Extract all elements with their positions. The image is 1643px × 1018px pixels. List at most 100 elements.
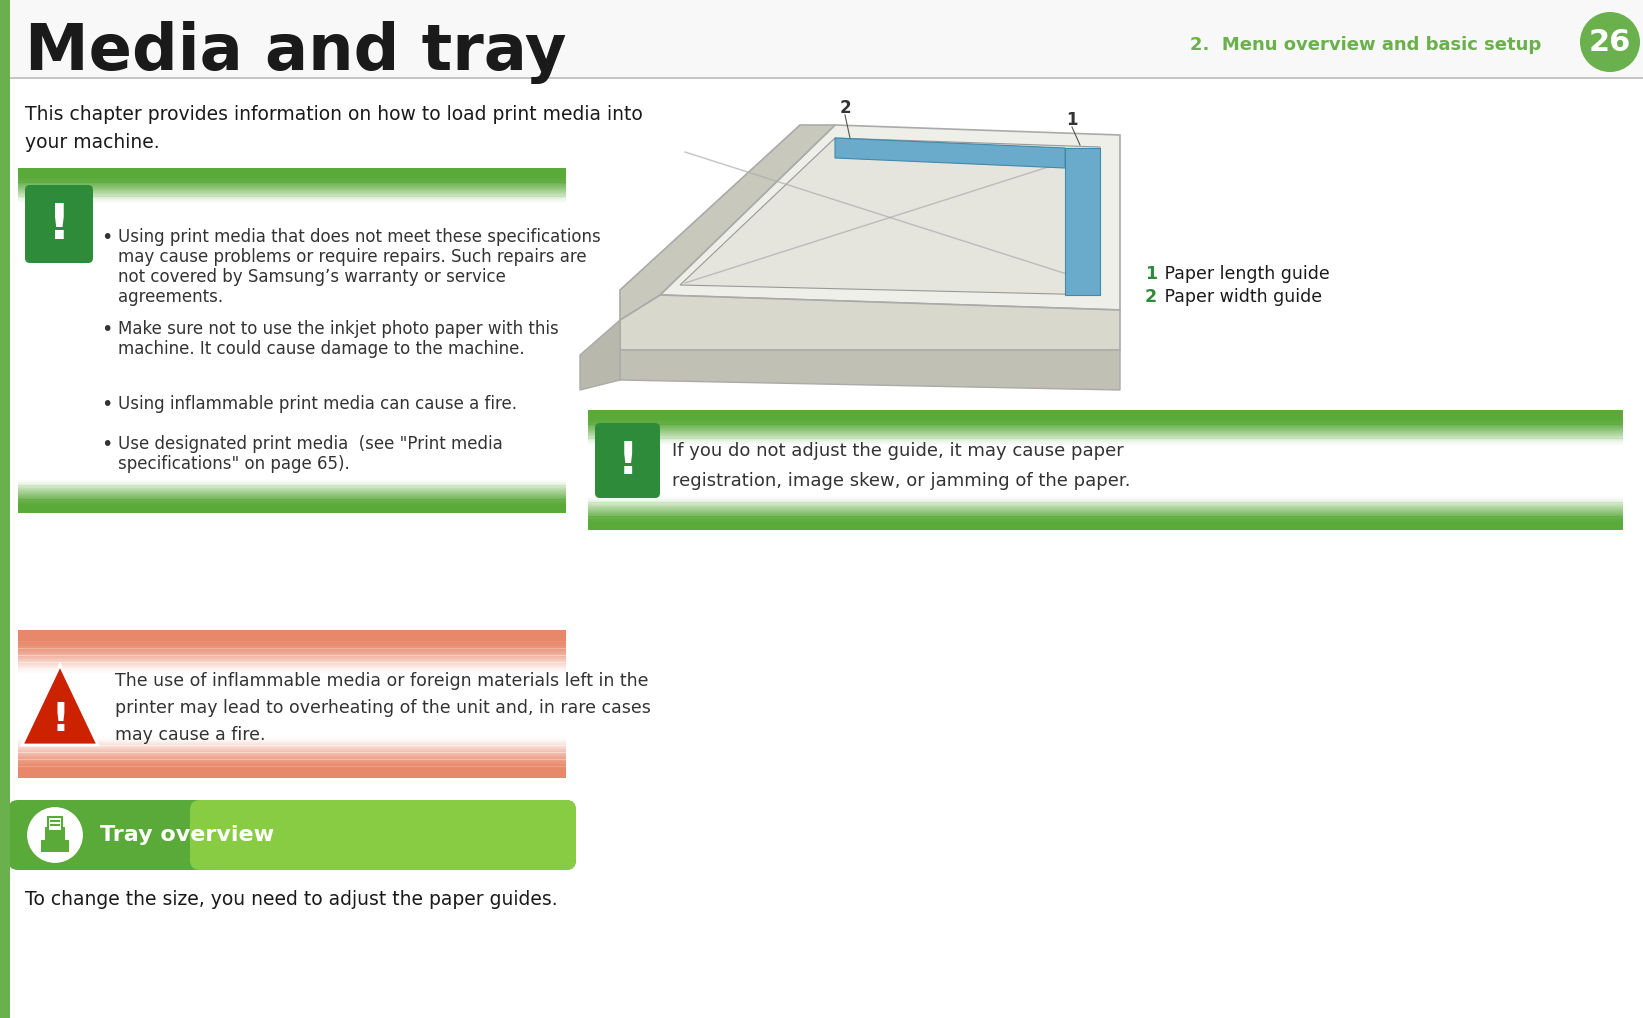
Bar (588, 500, 1623, 502)
Bar (18, 765, 565, 767)
Bar (588, 514, 1623, 515)
Bar (18, 478, 565, 479)
Text: Using print media that does not meet these specifications: Using print media that does not meet the… (118, 228, 601, 246)
Bar (18, 199, 565, 201)
Bar (18, 659, 565, 661)
Bar (588, 442, 1623, 444)
Bar (588, 519, 1623, 521)
Bar (588, 510, 1623, 512)
Bar (588, 504, 1623, 506)
Bar (18, 500, 565, 502)
Bar (18, 176, 565, 178)
Bar (18, 769, 565, 771)
Bar (18, 750, 565, 752)
Bar (18, 181, 565, 183)
Bar (588, 522, 1623, 524)
Bar (18, 671, 565, 673)
Bar (18, 752, 565, 754)
Bar (18, 751, 565, 753)
Bar (18, 662, 565, 664)
Text: may cause a fire.: may cause a fire. (115, 726, 266, 744)
Bar (18, 502, 565, 504)
Bar (18, 178, 565, 180)
Bar (588, 503, 1623, 505)
Bar (18, 189, 565, 191)
Bar (18, 503, 565, 505)
Polygon shape (21, 665, 99, 745)
Bar (18, 504, 565, 506)
Bar (18, 759, 565, 761)
Bar (18, 646, 565, 648)
Bar (588, 421, 1623, 423)
Bar (44, 827, 66, 841)
Bar (18, 658, 565, 660)
Bar (18, 744, 565, 746)
Bar (588, 507, 1623, 509)
Text: 2.  Menu overview and basic setup: 2. Menu overview and basic setup (1190, 36, 1541, 54)
Bar (588, 431, 1623, 433)
Polygon shape (660, 125, 1121, 310)
Bar (588, 501, 1623, 503)
Bar (18, 740, 565, 742)
Bar (18, 501, 565, 502)
Bar (18, 190, 565, 192)
Bar (588, 422, 1623, 425)
Bar (18, 745, 565, 747)
Bar (588, 423, 1623, 426)
Text: 1: 1 (1066, 111, 1078, 129)
Bar (588, 429, 1623, 431)
Bar (588, 444, 1623, 446)
Text: To change the size, you need to adjust the paper guides.: To change the size, you need to adjust t… (25, 890, 557, 909)
Bar (18, 647, 565, 649)
Bar (18, 641, 565, 643)
Bar (18, 484, 565, 486)
Bar (48, 817, 62, 831)
Bar (18, 168, 565, 175)
Bar (588, 520, 1623, 522)
Bar (588, 434, 1623, 436)
Bar (588, 495, 1623, 497)
Bar (588, 419, 1623, 421)
Bar (18, 768, 565, 770)
Text: Tray overview: Tray overview (100, 825, 274, 845)
Bar (18, 736, 565, 738)
FancyBboxPatch shape (8, 800, 577, 870)
Bar (588, 427, 1623, 429)
Bar (588, 497, 1623, 499)
Bar (18, 192, 565, 194)
Bar (18, 197, 565, 200)
Bar (18, 639, 565, 641)
Bar (18, 487, 565, 489)
Text: may cause problems or require repairs. Such repairs are: may cause problems or require repairs. S… (118, 248, 587, 266)
Bar (18, 754, 565, 757)
Bar (18, 489, 565, 491)
Bar (18, 743, 565, 745)
Bar (18, 201, 565, 203)
Bar (588, 508, 1623, 510)
Polygon shape (619, 295, 1121, 350)
Bar (18, 760, 565, 762)
Bar (18, 735, 565, 737)
Bar (18, 664, 565, 666)
Bar (18, 643, 565, 646)
Bar (18, 741, 565, 743)
Bar (18, 651, 565, 653)
Bar (18, 488, 565, 490)
Text: registration, image skew, or jamming of the paper.: registration, image skew, or jamming of … (672, 472, 1130, 490)
Polygon shape (580, 320, 619, 390)
Text: printer may lead to overheating of the unit and, in rare cases: printer may lead to overheating of the u… (115, 699, 651, 717)
Bar (588, 503, 1623, 504)
Text: !: ! (48, 201, 71, 249)
Text: Paper width guide: Paper width guide (1158, 288, 1323, 306)
Bar (18, 655, 565, 657)
Bar (18, 666, 565, 668)
Bar (18, 195, 565, 197)
Bar (18, 191, 565, 193)
Bar (18, 654, 565, 656)
Bar (18, 188, 565, 190)
Bar (588, 505, 1623, 507)
Bar (588, 441, 1623, 443)
Polygon shape (1065, 148, 1101, 295)
Bar (588, 515, 1623, 517)
Bar (588, 518, 1623, 520)
